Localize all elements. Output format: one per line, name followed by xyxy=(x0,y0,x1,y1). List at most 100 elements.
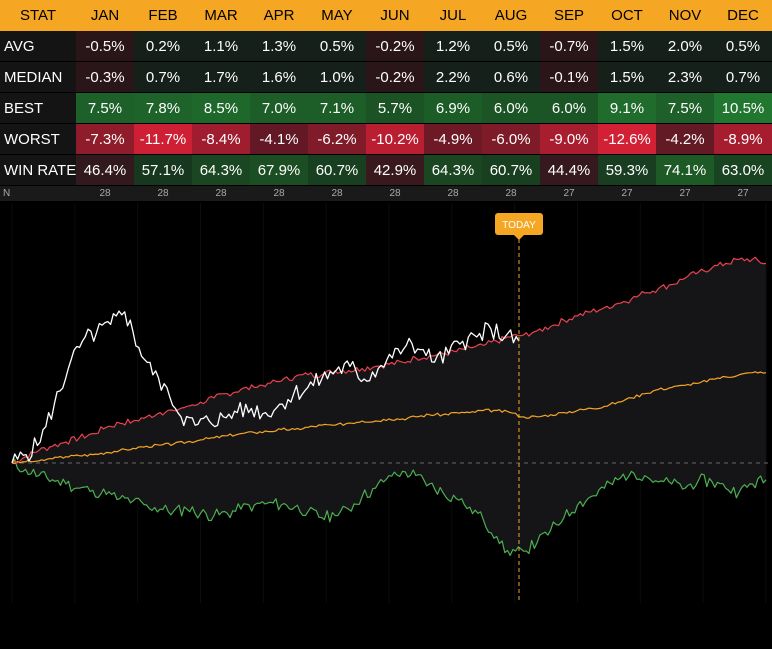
current-year-line xyxy=(11,310,520,464)
row-label: WIN RATE xyxy=(0,154,76,186)
stat-cell: -8.9% xyxy=(714,123,772,155)
sample-count-cell: 28 xyxy=(76,185,134,201)
stat-cell: 67.9% xyxy=(250,154,308,186)
sample-count-cell: 28 xyxy=(192,185,250,201)
stat-cell: 1.2% xyxy=(424,31,482,62)
stat-cell: 42.9% xyxy=(366,154,424,186)
sample-count-cell: 27 xyxy=(714,185,772,201)
stat-row-worst: WORST -7.3% -11.7% -8.4% -4.1% -6.2% -10.2% -4.… xyxy=(0,123,772,155)
stat-cell: 0.5% xyxy=(482,31,540,62)
stat-cell: 0.5% xyxy=(308,31,366,62)
month-header-apr: APR xyxy=(250,0,308,31)
stat-cell: 6.9% xyxy=(424,92,482,124)
range-band xyxy=(12,257,766,556)
stat-cell: 1.6% xyxy=(250,61,308,93)
stat-cell: -4.9% xyxy=(424,123,482,155)
stat-row-best: BEST 7.5% 7.8% 8.5% 7.0% 7.1% 5.7% 6.9% 6.0% 6.0%… xyxy=(0,92,772,124)
today-marker-tip xyxy=(514,235,524,240)
stat-cell: 63.0% xyxy=(714,154,772,186)
month-header-jul: JUL xyxy=(424,0,482,31)
stat-cell: -12.6% xyxy=(598,123,656,155)
month-header-aug: AUG xyxy=(482,0,540,31)
best-series-line xyxy=(11,256,767,464)
table-body: AVG -0.5% 0.2% 1.1% 1.3% 0.5% -0.2% 1.2% 0.5% -0.… xyxy=(0,31,772,201)
stat-cell: 1.3% xyxy=(250,31,308,62)
stat-cell: 9.1% xyxy=(598,92,656,124)
stat-cell: 2.2% xyxy=(424,61,482,93)
seasonality-table: STAT JAN FEB MAR APR MAY JUN JUL AUG SEP OCT NOV DE… xyxy=(0,0,772,201)
sample-count-cell: 28 xyxy=(482,185,540,201)
stat-cell: -9.0% xyxy=(540,123,598,155)
stat-cell: 5.7% xyxy=(366,92,424,124)
stat-cell: -11.7% xyxy=(134,123,192,155)
stat-cell: 7.8% xyxy=(134,92,192,124)
month-header-mar: MAR xyxy=(192,0,250,31)
stat-row-median: MEDIAN -0.3% 0.7% 1.7% 1.6% 1.0% -0.2% 2.2% 0.6%… xyxy=(0,61,772,93)
row-label: MEDIAN xyxy=(0,61,76,93)
stat-cell: -0.1% xyxy=(540,61,598,93)
stat-cell: -6.2% xyxy=(308,123,366,155)
sample-count-cell: 27 xyxy=(540,185,598,201)
sample-count-cell: 28 xyxy=(366,185,424,201)
stat-cell: 64.3% xyxy=(424,154,482,186)
sample-count-label: N xyxy=(0,185,76,201)
stat-cell: 60.7% xyxy=(482,154,540,186)
stat-cell: 0.5% xyxy=(714,31,772,62)
stat-cell: 6.0% xyxy=(482,92,540,124)
stat-cell: 10.5% xyxy=(714,92,772,124)
month-header-nov: NOV xyxy=(656,0,714,31)
stat-cell: 74.1% xyxy=(656,154,714,186)
stat-cell: 7.0% xyxy=(250,92,308,124)
stat-cell: 0.6% xyxy=(482,61,540,93)
month-header-dec: DEC xyxy=(714,0,772,31)
sample-count-cell: 28 xyxy=(424,185,482,201)
stat-cell: -0.2% xyxy=(366,61,424,93)
stat-cell: 2.3% xyxy=(656,61,714,93)
stat-cell: 64.3% xyxy=(192,154,250,186)
stat-cell: 2.0% xyxy=(656,31,714,62)
sample-count-cell: 27 xyxy=(598,185,656,201)
sample-count-cell: 27 xyxy=(656,185,714,201)
today-marker-box xyxy=(495,213,543,235)
stat-cell: 57.1% xyxy=(134,154,192,186)
stat-cell: -6.0% xyxy=(482,123,540,155)
today-marker: TODAY xyxy=(495,213,543,240)
month-header-jun: JUN xyxy=(366,0,424,31)
stat-cell: -8.4% xyxy=(192,123,250,155)
stat-cell: -0.3% xyxy=(76,61,134,93)
sample-count-row: N 28 28 28 28 28 28 28 28 27 27 27 27 xyxy=(0,185,772,201)
stat-cell: -0.5% xyxy=(76,31,134,62)
stat-cell: -0.2% xyxy=(366,31,424,62)
stat-cell: 1.5% xyxy=(598,31,656,62)
stat-cell: 60.7% xyxy=(308,154,366,186)
seasonality-chart: TODAY xyxy=(11,203,772,603)
stat-cell: 0.2% xyxy=(134,31,192,62)
stat-cell: -0.7% xyxy=(540,31,598,62)
worst-series-line xyxy=(11,458,767,556)
row-label: BEST xyxy=(0,92,76,124)
stat-header: STAT xyxy=(0,0,76,31)
stat-cell: 46.4% xyxy=(76,154,134,186)
stat-cell: 1.0% xyxy=(308,61,366,93)
sample-count-cell: 28 xyxy=(134,185,192,201)
stat-cell: 7.5% xyxy=(76,92,134,124)
stat-cell: -4.2% xyxy=(656,123,714,155)
stat-cell: 6.0% xyxy=(540,92,598,124)
stat-cell: 59.3% xyxy=(598,154,656,186)
today-label: TODAY xyxy=(502,220,536,231)
median-series-line xyxy=(11,371,767,465)
month-header-may: MAY xyxy=(308,0,366,31)
sample-count-cell: 28 xyxy=(308,185,366,201)
stat-cell: 0.7% xyxy=(714,61,772,93)
row-label: AVG xyxy=(0,31,76,62)
sample-count-cell: 28 xyxy=(250,185,308,201)
chart-lines xyxy=(11,256,767,556)
stat-cell: 7.1% xyxy=(308,92,366,124)
stat-cell: 1.7% xyxy=(192,61,250,93)
row-label: WORST xyxy=(0,123,76,155)
stat-cell: 1.5% xyxy=(598,61,656,93)
stat-cell: -4.1% xyxy=(250,123,308,155)
stat-cell: 1.1% xyxy=(192,31,250,62)
table-header-row: STAT JAN FEB MAR APR MAY JUN JUL AUG SEP OCT NOV DE… xyxy=(0,0,772,31)
stat-cell: -7.3% xyxy=(76,123,134,155)
